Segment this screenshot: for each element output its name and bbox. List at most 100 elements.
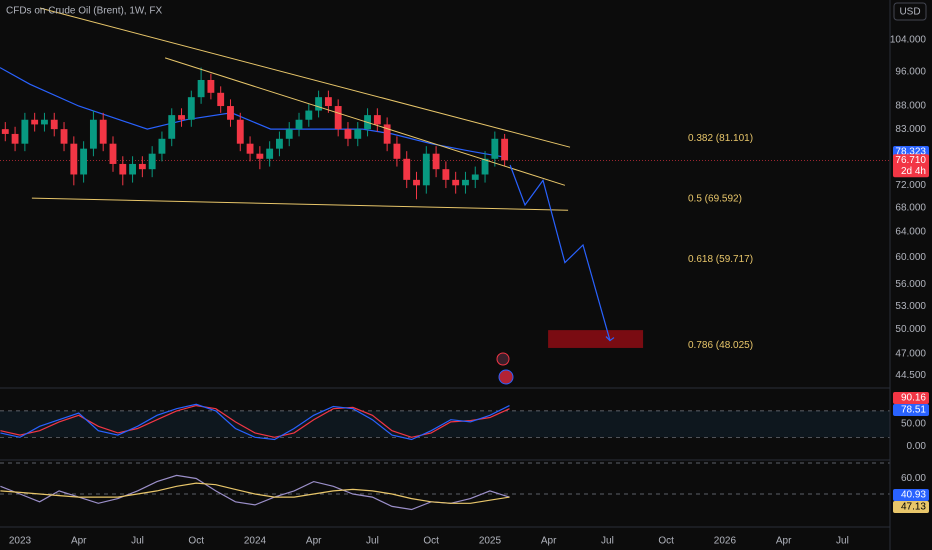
y-tick-label: 56.000: [895, 279, 926, 290]
candle-body: [256, 153, 264, 159]
x-tick-label: 2025: [479, 536, 502, 547]
candle-body: [80, 148, 88, 175]
candle-body: [99, 119, 107, 144]
candle-body: [462, 179, 469, 186]
osc-last-label: 47.13: [901, 502, 926, 513]
candle-body: [373, 115, 381, 125]
y-tick-label: 64.000: [895, 226, 926, 237]
band-fill: [0, 410, 890, 438]
fib-label: 0.382 (81.101): [688, 133, 753, 144]
candle-body: [501, 138, 509, 161]
osc-last-bg: [893, 404, 929, 416]
candle-body: [197, 79, 205, 98]
y-tick-label: 104.000: [890, 35, 927, 46]
candle-body: [305, 110, 313, 120]
price-axis: [890, 0, 932, 550]
currency-label: USD: [899, 7, 920, 18]
candle-body: [452, 179, 460, 186]
target-zone: [548, 330, 644, 348]
candle-body: [21, 119, 29, 144]
x-tick-label: 2026: [714, 536, 737, 547]
projection-path: [509, 164, 611, 341]
candle-body: [50, 119, 58, 130]
candle-body: [383, 124, 391, 144]
osc-last-label: 90.16: [901, 393, 926, 404]
x-tick-label: Apr: [541, 536, 557, 547]
candle-body: [207, 79, 215, 93]
event-icon: [498, 369, 514, 385]
osc-last-label: 78.51: [901, 405, 926, 416]
osc-last-label: 40.93: [901, 490, 926, 501]
x-tick-label: Apr: [71, 536, 87, 547]
y-tick-label: 50.000: [895, 324, 926, 335]
candle-body: [354, 129, 362, 139]
ma-price-label: 78.323: [895, 147, 926, 158]
candle-body: [178, 115, 185, 120]
x-tick-label: Oct: [188, 536, 204, 547]
fib-label: 0.5 (69.592): [688, 193, 742, 204]
candle-body: [119, 163, 127, 175]
x-tick-label: Oct: [658, 536, 674, 547]
candle-body: [70, 143, 78, 175]
oscillator-line: [0, 403, 510, 441]
y-tick-label: 96.000: [895, 66, 926, 77]
x-tick-label: Jul: [366, 536, 379, 547]
osc-tick-label: 0.00: [907, 441, 927, 452]
osc-last-bg: [893, 489, 929, 501]
countdown-bg: [893, 154, 929, 178]
y-tick-label: 72.000: [895, 180, 926, 191]
candle-body: [403, 158, 411, 180]
candle-body: [138, 163, 146, 170]
candle-body: [432, 153, 440, 170]
x-tick-label: Oct: [423, 536, 439, 547]
candle-body: [158, 138, 166, 154]
candle-body: [31, 119, 39, 125]
x-tick-label: Apr: [306, 536, 322, 547]
candle-body: [1, 129, 9, 134]
trendline: [31, 197, 569, 211]
oscillator-line: [0, 482, 510, 504]
candle-body: [276, 138, 283, 149]
y-tick-label: 88.000: [895, 101, 926, 112]
event-icon: [496, 352, 510, 366]
chart-title: CFDs on Crude Oil (Brent), 1W, FX: [6, 6, 162, 17]
last-price-label: 76.710: [895, 155, 926, 166]
y-tick-label: 44.500: [895, 370, 926, 381]
candle-body: [442, 169, 450, 180]
candle-body: [471, 174, 479, 180]
candle-body: [393, 143, 401, 159]
y-tick-label: 68.000: [895, 203, 926, 214]
candle-body: [109, 143, 117, 164]
x-tick-label: Jul: [131, 536, 144, 547]
candle-body: [89, 119, 97, 149]
x-tick-label: 2024: [244, 536, 267, 547]
trendline: [164, 57, 566, 186]
candle-body: [413, 179, 420, 186]
candle-body: [227, 106, 234, 120]
candle-body: [481, 158, 489, 175]
candle-body: [246, 143, 254, 154]
osc-tick-label: 60.00: [901, 473, 926, 484]
candle-body: [344, 129, 352, 139]
x-tick-label: Apr: [776, 536, 792, 547]
candle-body: [217, 92, 225, 107]
candle-body: [41, 119, 48, 125]
candle-body: [11, 133, 19, 144]
candle-body: [334, 106, 342, 130]
osc-last-bg: [893, 501, 929, 513]
candle-body: [266, 148, 274, 159]
candle-body: [491, 138, 499, 159]
x-tick-label: Jul: [601, 536, 614, 547]
y-tick-label: 53.000: [895, 301, 926, 312]
candle-body: [129, 163, 136, 175]
candle-body: [422, 153, 430, 186]
countdown: 2d 4h: [901, 166, 926, 177]
fib-label: 0.618 (59.717): [688, 254, 753, 265]
x-tick-label: Jul: [836, 536, 849, 547]
y-tick-label: 47.000: [895, 348, 926, 359]
moving-average: [0, 67, 506, 158]
osc-tick-label: 50.00: [901, 419, 926, 430]
